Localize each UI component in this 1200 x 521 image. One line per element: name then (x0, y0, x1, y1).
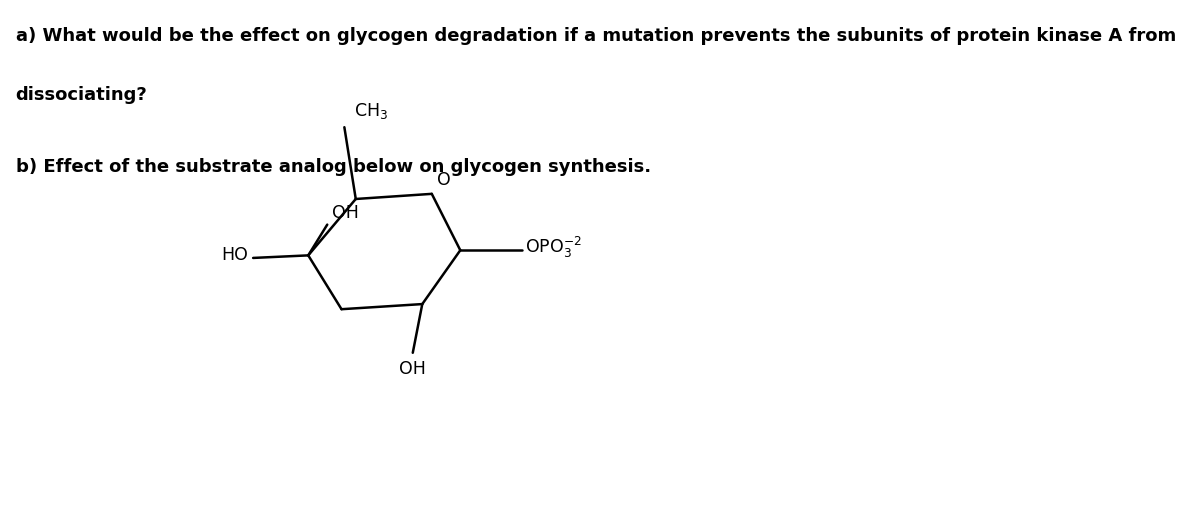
Text: dissociating?: dissociating? (16, 86, 148, 104)
Text: OPO$_3^{-2}$: OPO$_3^{-2}$ (524, 235, 582, 260)
Text: O: O (438, 171, 451, 189)
Text: OH: OH (400, 361, 426, 378)
Text: HO: HO (222, 246, 248, 264)
Text: CH$_3$: CH$_3$ (354, 101, 388, 121)
Text: a) What would be the effect on glycogen degradation if a mutation prevents the s: a) What would be the effect on glycogen … (16, 27, 1176, 45)
Text: OH: OH (332, 204, 359, 222)
Text: b) Effect of the substrate analog below on glycogen synthesis.: b) Effect of the substrate analog below … (16, 158, 650, 176)
